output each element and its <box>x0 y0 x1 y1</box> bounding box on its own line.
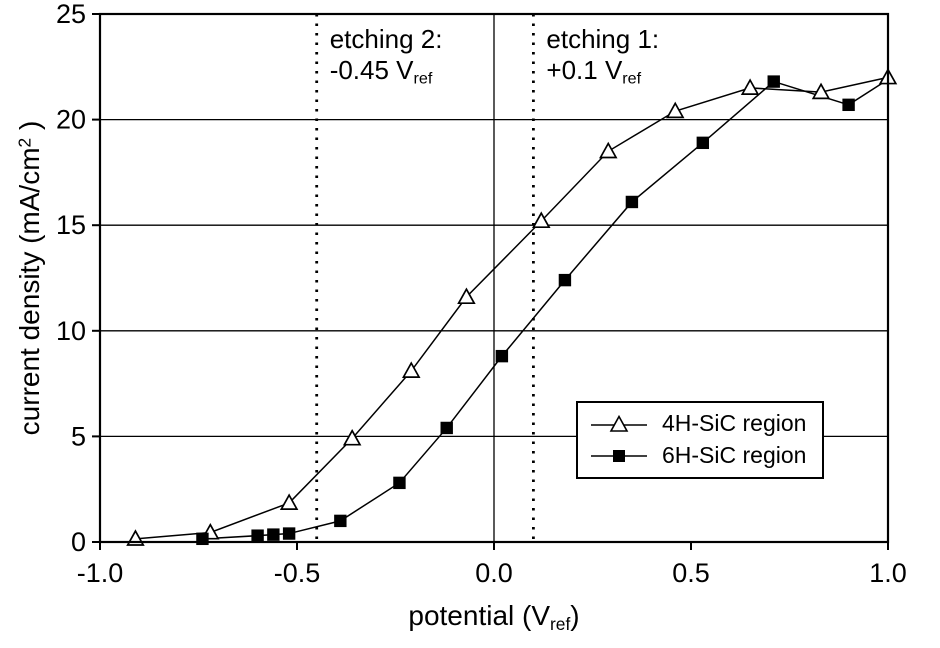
legend-entry-6h-sic: 6H-SiC region <box>588 442 806 469</box>
square-marker <box>393 476 406 490</box>
x-tick-label: -0.5 <box>274 558 321 588</box>
square-marker-icon <box>591 449 647 462</box>
etch-annotation-value: -0.45 V <box>329 54 414 85</box>
x-tick-label: 0.0 <box>475 558 513 588</box>
triangle-marker <box>279 493 299 510</box>
y-tick-label: 25 <box>56 0 86 29</box>
square-marker <box>334 514 347 528</box>
y-axis-title-text: current density (mA/cm <box>14 147 45 436</box>
square-marker <box>696 136 710 150</box>
etch-annotation-ref-subscript: ref <box>413 69 433 88</box>
triangle-marker <box>740 78 760 95</box>
legend-entry-4h-sic: 4H-SiC region <box>588 410 806 437</box>
square-marker <box>842 98 855 112</box>
etch-annotation-ref-subscript: ref <box>622 69 642 88</box>
etch-annotation-line1: etching 2: <box>329 24 443 54</box>
x-tick-label: 0.5 <box>672 558 710 588</box>
triangle-marker <box>342 428 362 446</box>
x-axis-title: potential (Vref) <box>408 600 579 635</box>
triangle-marker <box>457 287 476 305</box>
etch-annotation: etching 1: +0.1 Vref <box>546 24 659 88</box>
square-marker <box>625 195 639 209</box>
etch-annotation-line1: etching 1: <box>546 24 660 54</box>
square-marker <box>558 273 572 287</box>
x-tick-label: -1.0 <box>77 558 124 588</box>
y-tick-label: 10 <box>56 316 86 346</box>
square-marker <box>440 421 453 435</box>
y-tick-label: 0 <box>71 527 86 557</box>
y-axis-title-close: ) <box>14 120 45 138</box>
y-tick-label: 5 <box>71 421 86 451</box>
x-axis-title-text: potential (V <box>408 600 551 631</box>
etch-annotation-line2: -0.45 Vref <box>330 55 443 89</box>
etch-annotation-line2: +0.1 Vref <box>546 55 659 89</box>
triangle-marker <box>402 361 421 378</box>
y-axis-title: current density (mA/cm2 ) <box>14 121 46 436</box>
y-tick-label: 20 <box>56 105 86 135</box>
y-tick-label: 15 <box>56 210 86 240</box>
square-marker <box>282 527 296 540</box>
square-marker <box>767 75 780 88</box>
triangle-marker-icon <box>591 414 647 432</box>
etch-annotation-value: +0.1 V <box>546 54 623 85</box>
legend: 4H-SiC region 6H-SiC region <box>576 401 825 479</box>
series-line-0 <box>135 76 889 540</box>
square-marker <box>495 349 509 363</box>
legend-label: 4H-SiC region <box>662 410 807 436</box>
x-axis-title-subscript: ref <box>550 613 571 634</box>
legend-label: 6H-SiC region <box>662 442 807 468</box>
triangle-marker <box>665 101 685 119</box>
triangle-marker <box>532 211 551 229</box>
x-tick-label: 1.0 <box>869 558 907 588</box>
x-axis-title-close: ) <box>570 600 580 631</box>
square-marker <box>196 532 209 546</box>
square-marker <box>267 528 280 541</box>
square-marker <box>251 529 264 542</box>
etch-annotation: etching 2: -0.45 Vref <box>330 24 443 88</box>
triangle-marker <box>599 141 618 159</box>
y-axis-title-superscript: 2 <box>14 137 35 148</box>
triangle-marker <box>811 82 831 100</box>
